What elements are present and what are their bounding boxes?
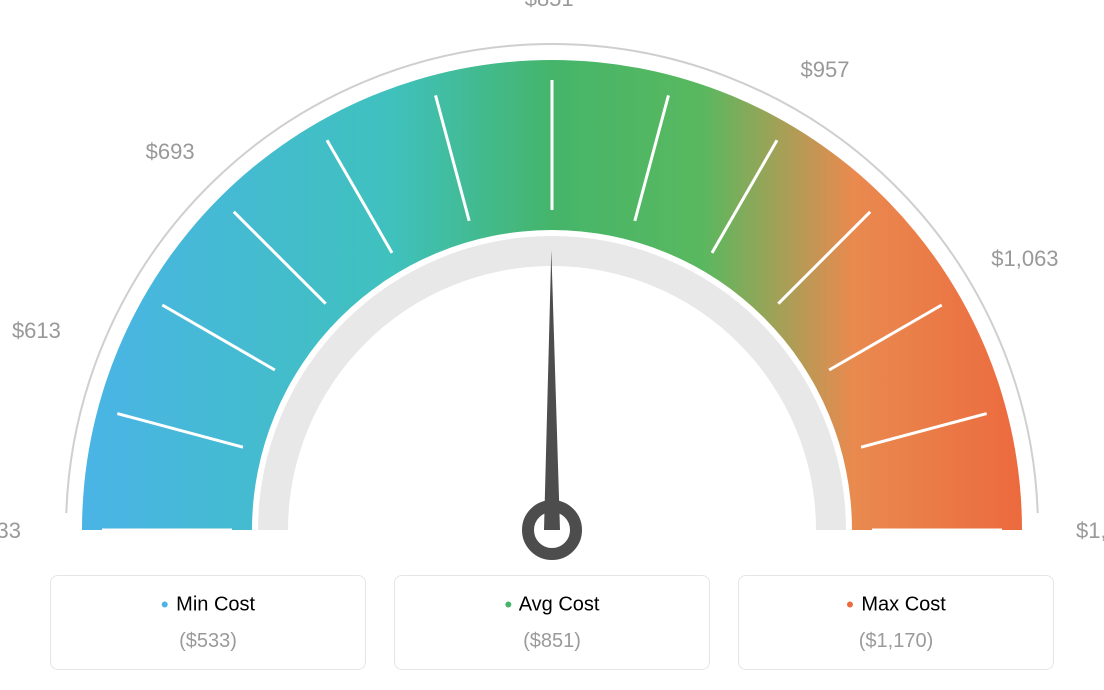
legend-title-min: • Min Cost xyxy=(51,592,365,618)
gauge-tick-label: $613 xyxy=(12,318,61,344)
legend-label-avg: Avg Cost xyxy=(519,593,600,615)
gauge-tick-label: $533 xyxy=(0,518,21,544)
dot-icon-avg: • xyxy=(505,592,513,617)
gauge-svg xyxy=(0,0,1104,560)
legend-label-max: Max Cost xyxy=(861,593,945,615)
dot-icon-min: • xyxy=(161,592,169,617)
gauge-tick-label: $1,170 xyxy=(1076,518,1104,544)
legend-value-max: ($1,170) xyxy=(739,630,1053,653)
legend-value-min: ($533) xyxy=(51,630,365,653)
legend-label-min: Min Cost xyxy=(176,593,255,615)
legend-box-avg: • Avg Cost ($851) xyxy=(394,575,710,670)
legend-value-avg: ($851) xyxy=(395,630,709,653)
gauge-tick-label: $851 xyxy=(525,0,574,12)
gauge-tick-label: $1,063 xyxy=(991,246,1058,272)
legend-title-max: • Max Cost xyxy=(739,592,1053,618)
legend-title-avg: • Avg Cost xyxy=(395,592,709,618)
dot-icon-max: • xyxy=(846,592,854,617)
gauge-area: $533 $613 $693 $851 $957 $1,063 $1,170 xyxy=(0,0,1104,560)
gauge-tick-label: $693 xyxy=(146,139,195,165)
gauge-chart-container: $533 $613 $693 $851 $957 $1,063 $1,170 • Min C… xyxy=(0,0,1104,690)
legend-row: • Min Cost ($533) • Avg Cost ($851) • Ma… xyxy=(50,575,1054,670)
legend-box-max: • Max Cost ($1,170) xyxy=(738,575,1054,670)
gauge-tick-label: $957 xyxy=(801,57,850,83)
legend-box-min: • Min Cost ($533) xyxy=(50,575,366,670)
